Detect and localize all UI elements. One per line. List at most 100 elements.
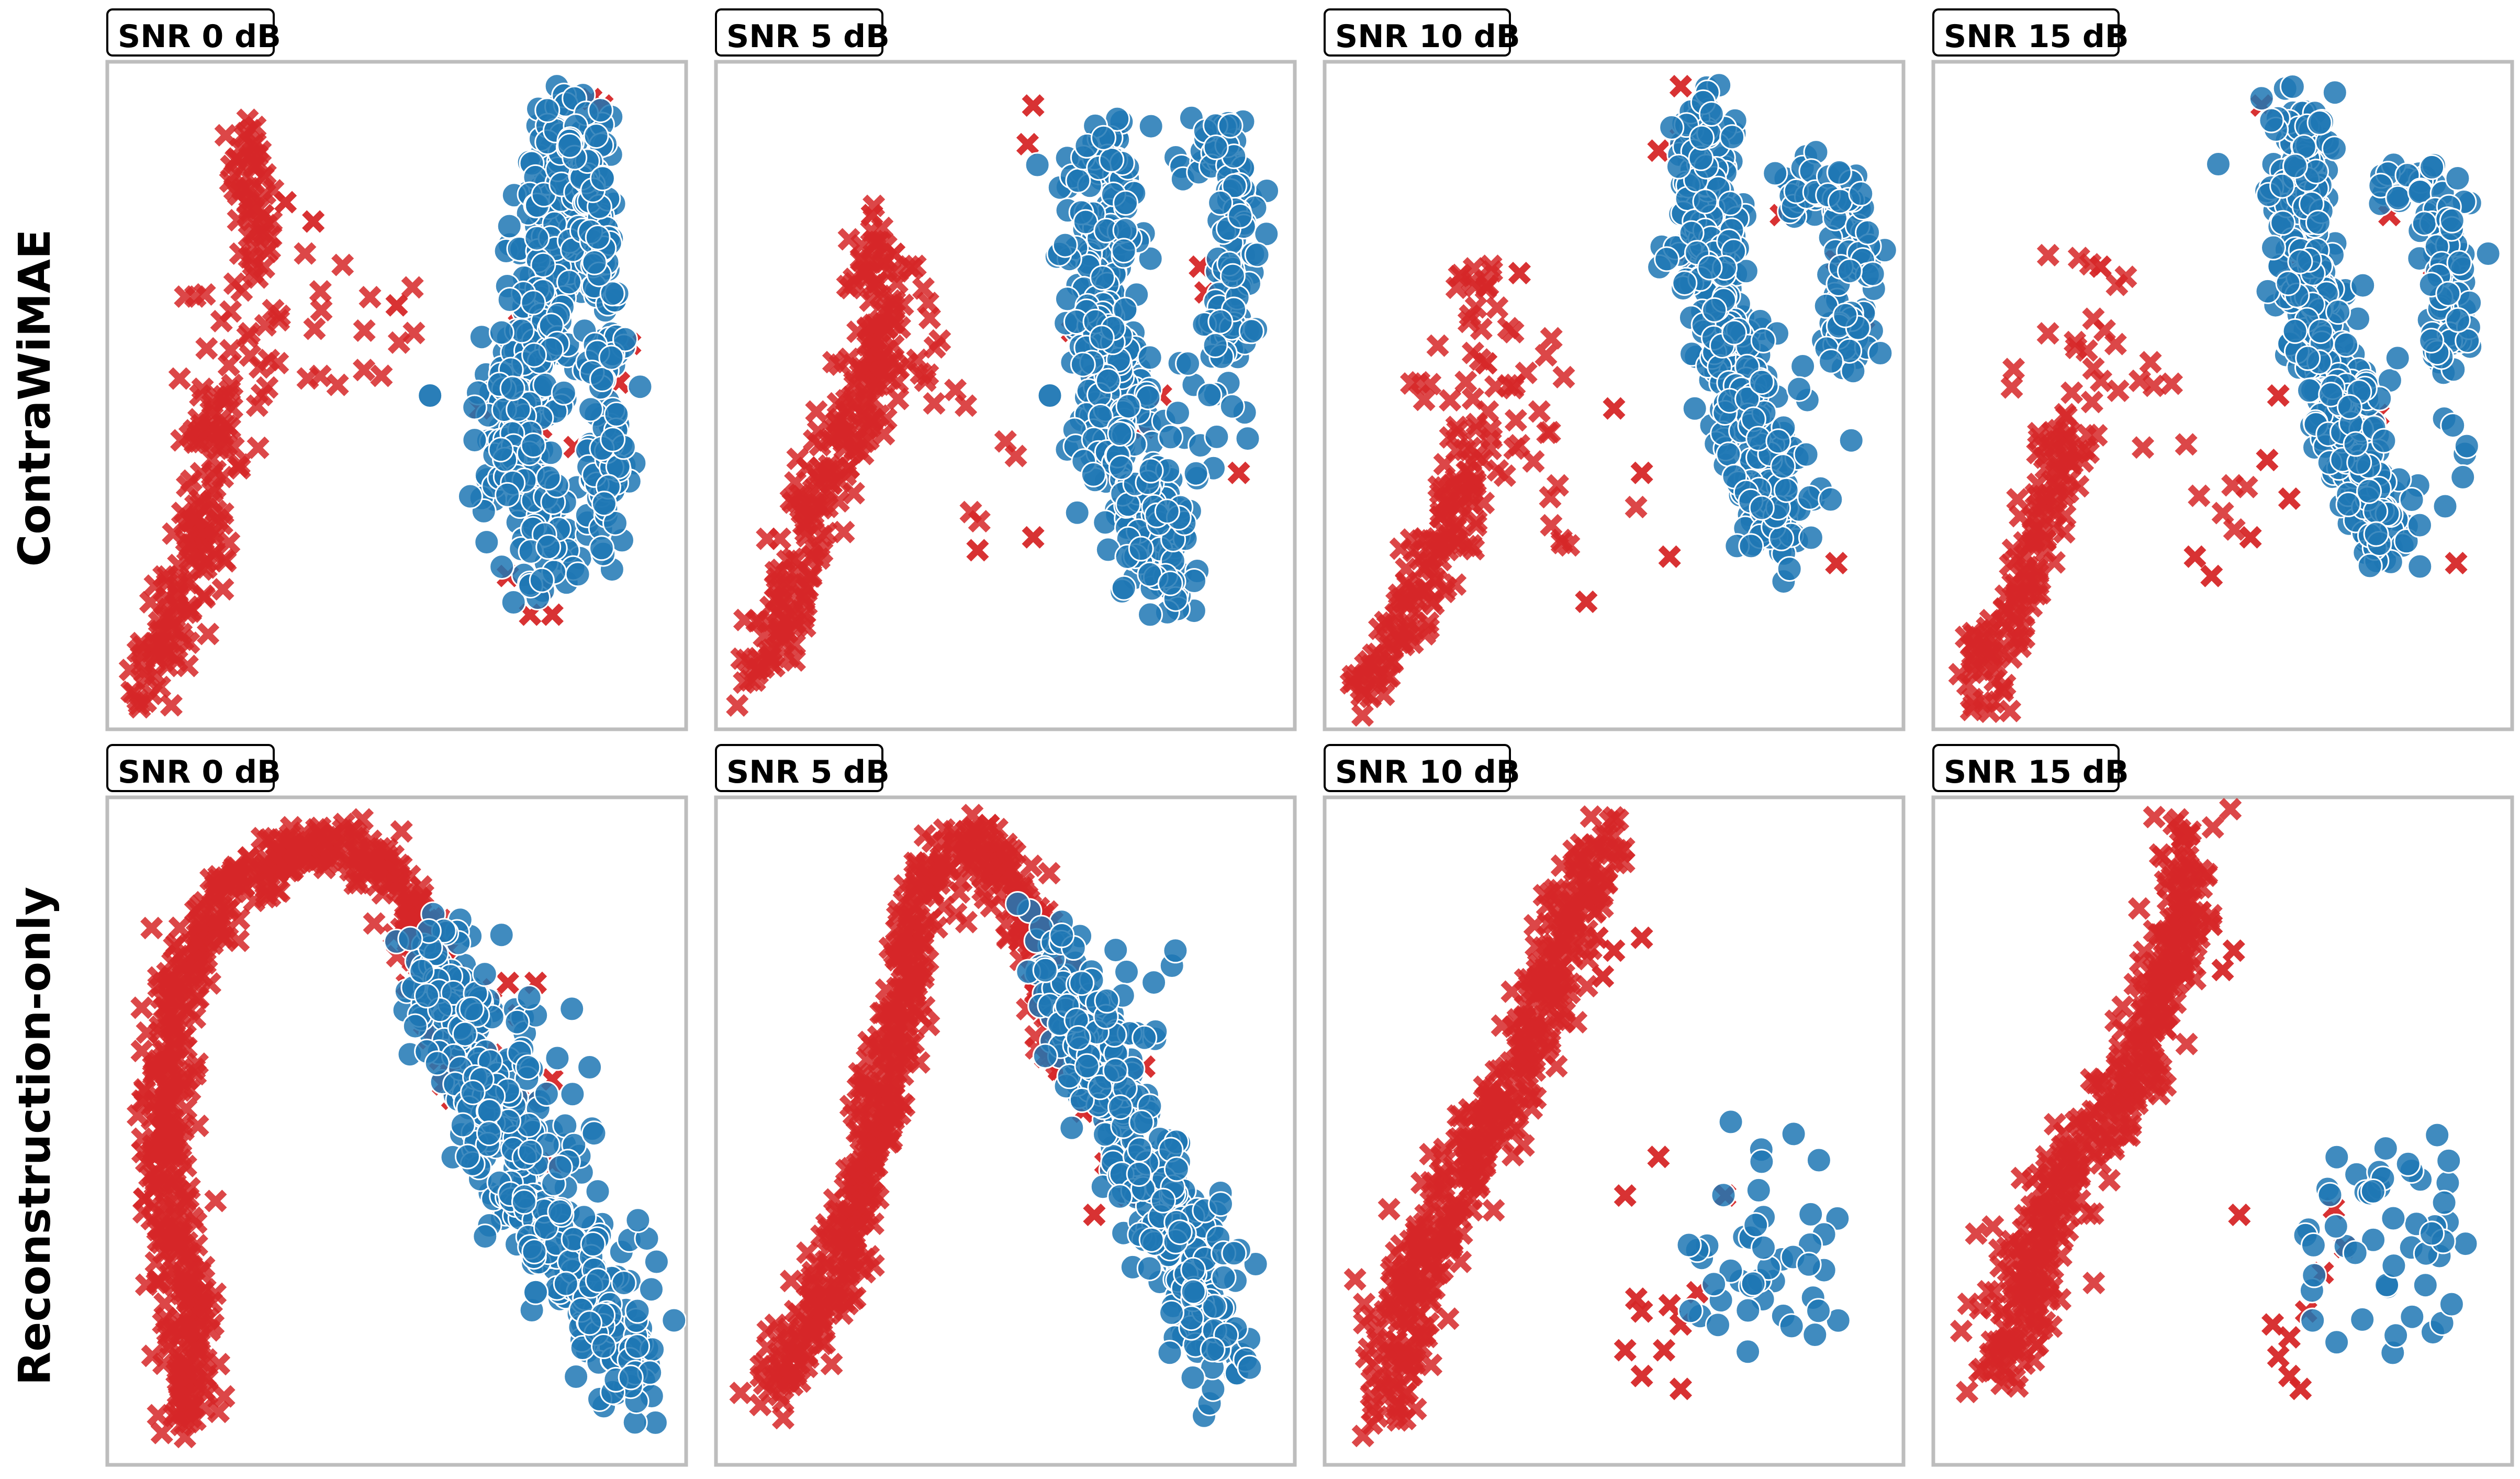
data-point — [193, 1379, 216, 1402]
data-point — [1227, 203, 1253, 229]
data-point — [139, 591, 162, 614]
data-point — [756, 610, 779, 633]
data-point — [236, 325, 259, 349]
data-point — [1522, 450, 1545, 473]
data-point — [905, 858, 928, 881]
data-point — [1832, 302, 1858, 328]
data-point — [219, 170, 242, 193]
data-point — [2455, 328, 2481, 354]
data-point — [2445, 551, 2468, 575]
data-point — [303, 317, 326, 340]
data-point — [387, 853, 410, 876]
data-point — [1183, 460, 1209, 486]
data-point — [2356, 478, 2382, 504]
data-point — [1818, 348, 1844, 374]
panel-title-box — [106, 744, 275, 792]
data-point — [1238, 318, 1264, 344]
data-point — [1669, 75, 1693, 98]
data-point — [860, 204, 883, 227]
data-point — [556, 269, 582, 295]
data-point — [873, 1106, 897, 1129]
data-point — [896, 352, 919, 375]
data-point — [544, 1045, 570, 1071]
data-point — [1535, 344, 1558, 367]
data-point — [1137, 602, 1163, 628]
data-point — [2248, 85, 2275, 112]
data-point — [1219, 393, 1245, 419]
data-point — [1475, 352, 1498, 375]
data-point — [581, 1120, 607, 1147]
data-point — [1860, 261, 1886, 287]
data-point — [1207, 308, 1234, 335]
data-point — [1408, 371, 1431, 394]
data-point — [499, 375, 525, 402]
data-point — [2267, 384, 2290, 407]
data-point — [238, 846, 261, 869]
data-point — [359, 286, 382, 309]
data-point — [583, 123, 609, 149]
data-point — [2139, 351, 2162, 374]
data-point — [332, 813, 356, 836]
data-point — [130, 996, 153, 1019]
data-point — [625, 1207, 651, 1233]
data-point — [2435, 281, 2461, 307]
data-point — [2256, 449, 2279, 472]
data-point — [2446, 250, 2472, 276]
data-point — [504, 1009, 530, 1035]
data-point — [563, 1364, 589, 1389]
data-point — [1536, 421, 1559, 444]
panel-title-text: SNR 15 dB — [1944, 18, 2129, 55]
data-point — [2080, 391, 2103, 414]
data-point — [966, 539, 989, 562]
data-point — [152, 1115, 175, 1138]
data-point — [1692, 188, 1718, 215]
data-point — [452, 1021, 478, 1047]
data-point — [474, 529, 500, 555]
data-point — [204, 1189, 227, 1213]
data-point — [1114, 959, 1139, 985]
data-point — [2357, 553, 2383, 579]
data-point — [126, 640, 149, 663]
data-point — [1603, 397, 1626, 420]
data-point — [1630, 461, 1653, 484]
data-point — [837, 228, 860, 251]
data-point — [529, 567, 555, 593]
data-point — [1065, 168, 1091, 194]
data-point — [1528, 400, 1551, 423]
data-point — [2295, 345, 2321, 371]
data-point — [2287, 249, 2313, 275]
data-point — [169, 1217, 192, 1240]
panel-title-text: SNR 10 dB — [1335, 18, 1520, 55]
data-point — [729, 1381, 752, 1405]
data-point — [262, 298, 285, 321]
data-point — [857, 264, 880, 287]
data-point — [2200, 564, 2223, 587]
data-point — [135, 1273, 158, 1296]
data-point — [857, 1203, 880, 1226]
data-point — [390, 820, 413, 843]
series-cross-cluster — [1339, 75, 1876, 727]
data-point — [2445, 307, 2471, 333]
data-point — [530, 252, 556, 278]
data-point — [2439, 207, 2465, 233]
data-point — [294, 242, 317, 265]
data-point — [2002, 358, 2025, 381]
panel-title: SNR 15 dB — [1932, 8, 2129, 57]
data-point — [144, 1170, 167, 1193]
series-circle-cluster — [1024, 105, 1280, 628]
data-point — [2036, 322, 2059, 345]
data-point — [589, 535, 614, 561]
data-point — [1138, 458, 1164, 484]
data-point — [2043, 551, 2066, 574]
data-point — [1351, 704, 1374, 727]
data-point — [1479, 437, 1502, 461]
data-point — [1625, 495, 1648, 519]
data-point — [2160, 372, 2183, 395]
data-point — [1749, 369, 1775, 395]
data-point — [1508, 262, 1531, 285]
data-point — [918, 306, 942, 329]
data-point — [2318, 382, 2344, 408]
data-point — [1999, 553, 2022, 576]
data-point — [1112, 296, 1138, 323]
data-point — [171, 964, 194, 987]
